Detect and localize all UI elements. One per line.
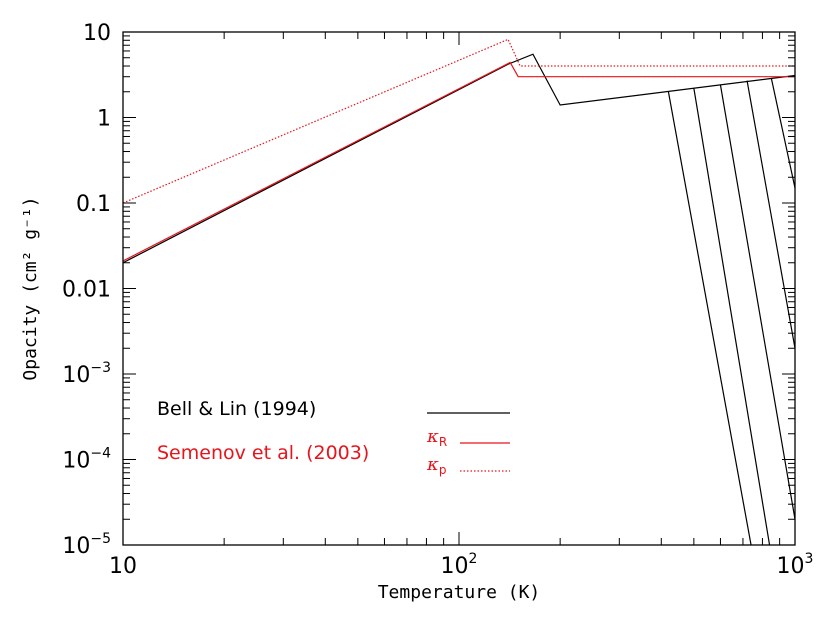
x-tick-label: 102 bbox=[441, 551, 478, 579]
legend-label-bell-lin: Bell & Lin (1994) bbox=[157, 398, 316, 420]
legend-label-semenov: Semenov et al. (2003) bbox=[157, 442, 369, 464]
y-axis-title: Opacity (cm² g⁻¹) bbox=[20, 196, 41, 380]
y-tick-label: 10−3 bbox=[62, 360, 111, 388]
kappa-p-subscript: p bbox=[439, 463, 447, 477]
y-tick-label: 0.01 bbox=[62, 278, 111, 303]
legend-label-kappa-r: κR bbox=[426, 426, 447, 449]
tick-labels: 10 102 103 10 1 0.1 0.01 10−3 10−4 10−5 bbox=[62, 21, 813, 579]
x-axis-title: Temperature (K) bbox=[378, 582, 541, 603]
bell-series-1 bbox=[667, 91, 752, 546]
y-tick-label: 10−4 bbox=[62, 446, 111, 474]
y-tick-label: 0.1 bbox=[76, 192, 111, 217]
legend-label-kappa-p: κp bbox=[426, 454, 446, 477]
kappa-r-symbol: κ bbox=[426, 426, 439, 447]
bell-series-0 bbox=[122, 53, 796, 264]
kappa-r-subscript: R bbox=[439, 435, 447, 449]
bell-series-4 bbox=[746, 80, 796, 349]
bell-series-3 bbox=[719, 84, 796, 520]
x-tick-label: 10 bbox=[109, 554, 137, 579]
x-tick-label: 103 bbox=[777, 551, 814, 579]
semenov-series-kappa-p bbox=[122, 38, 795, 204]
series-layer bbox=[122, 38, 796, 546]
y-tick-label: 10 bbox=[83, 21, 111, 46]
ticks-layer bbox=[122, 32, 795, 546]
y-tick-label: 10−5 bbox=[62, 531, 111, 559]
bell-series-2 bbox=[693, 88, 771, 546]
legend: Bell & Lin (1994) Semenov et al. (2003) … bbox=[157, 398, 510, 477]
bell-series-5 bbox=[770, 77, 796, 189]
kappa-p-symbol: κ bbox=[426, 454, 439, 475]
y-tick-label: 1 bbox=[97, 107, 111, 132]
semenov-series-kappa-r bbox=[122, 61, 795, 262]
plot-frame bbox=[122, 31, 796, 546]
